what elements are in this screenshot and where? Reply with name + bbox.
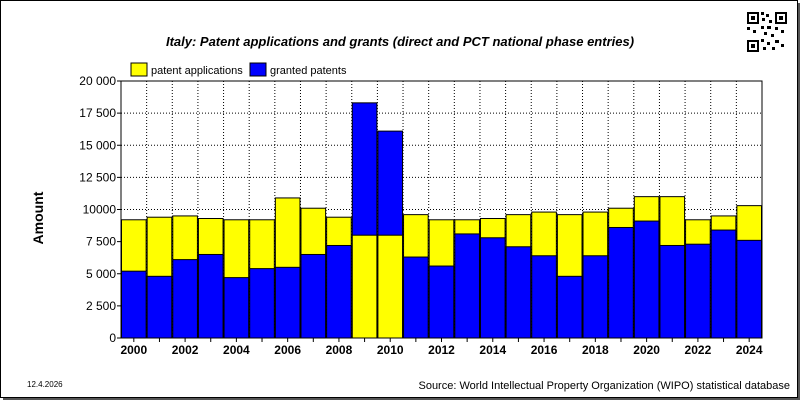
granted-bar (172, 259, 198, 339)
granted-bar (556, 275, 583, 339)
source-note: Source: World Intellectual Property Orga… (418, 380, 790, 392)
granted-bar (736, 239, 762, 339)
granted-bar (197, 253, 224, 339)
y-tick-label: 15 000 (79, 138, 116, 152)
x-tick-label: 2002 (172, 343, 199, 357)
chart-title: Italy: Patent applications and grants (d… (165, 34, 635, 49)
x-tick-label: 2014 (479, 343, 506, 357)
y-tick-label: 5 000 (86, 267, 116, 281)
application-bar (351, 234, 378, 339)
date-stamp: 12.4.2026 (27, 380, 63, 389)
x-tick-label: 2020 (633, 343, 660, 357)
granted-bar (633, 220, 660, 339)
y-tick-label: 7 500 (86, 235, 116, 249)
x-tick-label: 2018 (582, 343, 609, 357)
granted-bar (249, 268, 275, 339)
granted-bar (582, 255, 609, 339)
granted-bar (505, 246, 532, 339)
legend-label-applications: patent applications (151, 65, 243, 77)
x-tick-label: 2000 (120, 343, 147, 357)
granted-bar (121, 270, 147, 339)
granted-bar (274, 266, 301, 339)
application-bar (377, 234, 404, 339)
legend: patent applications granted patents (130, 62, 347, 77)
legend-swatch-applications (130, 62, 148, 77)
granted-bar (659, 244, 686, 339)
x-tick-label: 2010 (377, 343, 404, 357)
granted-bar (146, 275, 173, 339)
granted-bar (326, 244, 352, 339)
x-tick-label: 2024 (736, 343, 763, 357)
granted-bar (685, 243, 711, 339)
granted-bar (403, 256, 429, 339)
x-tick-label: 2016 (531, 343, 558, 357)
legend-swatch-granted (249, 62, 267, 77)
granted-bar (608, 226, 634, 339)
x-tick-label: 2022 (685, 343, 712, 357)
x-tick-label: 2006 (274, 343, 301, 357)
bars (121, 102, 762, 339)
granted-bar (479, 237, 506, 339)
y-tick-label: 12 500 (79, 170, 116, 184)
granted-bar (710, 229, 737, 339)
axes: 0 2 500 5 000 7 500 10000 12 500 15 000 17 500 2… (79, 74, 763, 357)
legend-label-granted: granted patents (270, 65, 347, 77)
granted-bar (454, 233, 480, 339)
granted-bar (531, 255, 557, 339)
y-tick-label: 17 500 (79, 106, 116, 120)
granted-bar (223, 277, 250, 339)
y-tick-label: 20 000 (79, 74, 116, 88)
x-tick-label: 2008 (326, 343, 353, 357)
x-tick-label: 2012 (428, 343, 455, 357)
y-tick-label: 10000 (83, 203, 117, 217)
x-tick-label: 2004 (223, 343, 250, 357)
granted-bar (428, 265, 455, 339)
qr-code-icon (747, 12, 787, 52)
y-tick-label: 2 500 (86, 299, 116, 313)
y-tick-label: 0 (109, 331, 116, 345)
granted-bar (300, 253, 327, 339)
